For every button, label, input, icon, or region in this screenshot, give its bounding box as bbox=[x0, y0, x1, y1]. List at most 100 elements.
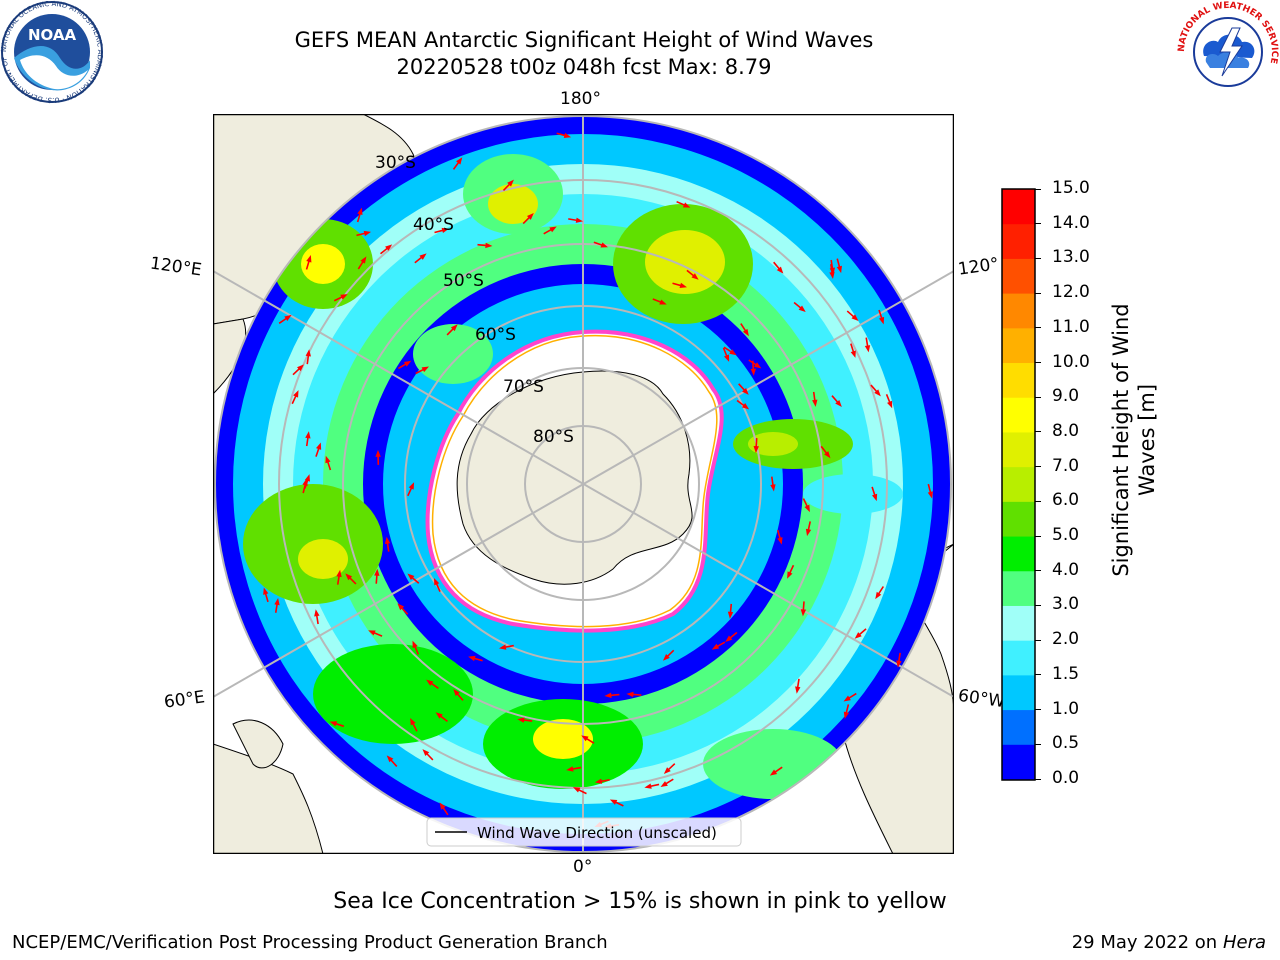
wave-direction-arrowhead bbox=[345, 573, 353, 581]
wave-direction-arrowhead bbox=[316, 442, 322, 450]
land-africa bbox=[213, 743, 324, 854]
wave-direction-arrowhead bbox=[770, 484, 776, 492]
colorbar-tick-label: 13.0 bbox=[1052, 247, 1090, 268]
wave-direction-arrowhead bbox=[375, 449, 381, 457]
wave-direction-arrowhead bbox=[800, 609, 807, 617]
colorbar-swatch bbox=[1002, 640, 1035, 676]
colorbar-tick-label: 5.0 bbox=[1052, 525, 1080, 546]
wave-direction-arrowhead bbox=[499, 644, 507, 650]
wave-direction-arrowhead bbox=[824, 451, 831, 459]
colorbar-swatch bbox=[1002, 223, 1035, 259]
colorbar-tick-label: 1.0 bbox=[1052, 698, 1080, 719]
colorbar-tick bbox=[1035, 188, 1041, 190]
colorbar-tick bbox=[1035, 223, 1041, 225]
colorbar-tick bbox=[1035, 500, 1041, 502]
colorbar-tick-label: 7.0 bbox=[1052, 455, 1080, 476]
wave-direction-arrowhead bbox=[385, 244, 393, 251]
colorbar-swatch bbox=[1002, 258, 1035, 294]
storm-patch bbox=[313, 644, 473, 744]
wave-direction-arrowhead bbox=[727, 611, 734, 619]
wave-direction-arrowhead bbox=[604, 692, 612, 698]
wave-direction-arrowhead bbox=[408, 482, 415, 490]
wave-direction-arrowhead bbox=[293, 390, 299, 398]
wave-direction-arrowhead bbox=[305, 349, 311, 357]
wave-direction-arrowhead bbox=[835, 400, 842, 408]
colorbar-tick-label: 4.0 bbox=[1052, 559, 1080, 580]
wave-direction-arrowhead bbox=[422, 749, 430, 756]
wave-direction-arrowhead bbox=[468, 655, 476, 662]
wave-direction-arrowhead bbox=[754, 362, 762, 369]
wave-direction-arrowhead bbox=[798, 305, 806, 312]
colorbar bbox=[1001, 188, 1036, 781]
wave-direction-arrowhead bbox=[725, 635, 733, 642]
colorbar-swatch bbox=[1002, 709, 1035, 745]
lon-label-left-upper: 120°E bbox=[148, 253, 203, 281]
wave-direction-arrowhead bbox=[421, 366, 430, 373]
wave-direction-arrowhead bbox=[795, 686, 801, 694]
wave-direction-arrowhead bbox=[864, 345, 871, 353]
wave-direction-arrowhead bbox=[663, 767, 671, 774]
wave-direction-arrowhead bbox=[485, 242, 493, 249]
wave-direction-arrowhead bbox=[517, 717, 525, 723]
lon-label-bottom: 0° bbox=[573, 857, 593, 877]
lat-label: 50°S bbox=[443, 271, 484, 291]
wave-direction-arrowhead bbox=[711, 643, 720, 650]
wave-direction-arrowhead bbox=[433, 577, 440, 586]
wave-direction-arrowhead bbox=[660, 781, 668, 788]
wave-direction-arrowhead bbox=[439, 802, 446, 810]
wave-direction-arrowhead bbox=[662, 653, 670, 661]
wave-direction-arrowhead bbox=[410, 717, 416, 726]
map-panel: 30°S 40°S 50°S 60°S 70°S 80°S Wind Wave … bbox=[212, 113, 955, 855]
wave-direction-arrowhead bbox=[927, 491, 933, 499]
wave-direction-arrowhead bbox=[314, 609, 320, 617]
colorbar-tick-label: 6.0 bbox=[1052, 490, 1080, 511]
wave-direction-arrowhead bbox=[804, 504, 810, 513]
wave-direction-arrowhead bbox=[325, 455, 331, 464]
wave-direction-arrowhead bbox=[742, 387, 749, 395]
sea-ice-caption: Sea Ice Concentration > 15% is shown in … bbox=[333, 889, 947, 914]
wave-direction-arrowhead bbox=[581, 735, 589, 742]
lon-label-top: 180° bbox=[560, 89, 601, 109]
wave-direction-arrowhead bbox=[263, 587, 269, 595]
wave-direction-arrowhead bbox=[691, 273, 699, 280]
colorbar-tick bbox=[1035, 535, 1041, 537]
wave-direction-arrowhead bbox=[450, 324, 458, 332]
colorbar-tick bbox=[1035, 570, 1041, 572]
wave-direction-arrowhead bbox=[296, 364, 304, 372]
wave-direction-arrowhead bbox=[729, 349, 737, 356]
wave-direction-arrowhead bbox=[851, 314, 859, 321]
calm-patch bbox=[803, 474, 903, 514]
wave-direction-arrowhead bbox=[724, 354, 730, 362]
land-antarctica bbox=[456, 370, 693, 585]
colorbar-swatch bbox=[1002, 293, 1035, 329]
wave-direction-arrowhead bbox=[357, 207, 363, 216]
sea-ice-edge bbox=[431, 334, 718, 628]
latitude-labels: 30°S 40°S 50°S 60°S 70°S 80°S bbox=[375, 153, 574, 447]
wave-direction-arrowhead bbox=[812, 399, 818, 407]
machine-name: Hera bbox=[1222, 932, 1266, 953]
colorbar-swatch bbox=[1002, 674, 1035, 711]
wave-direction-arrowhead bbox=[419, 253, 427, 260]
colorbar-swatch bbox=[1002, 536, 1035, 572]
colorbar-tick bbox=[1035, 778, 1041, 780]
colorbar-tick-label: 11.0 bbox=[1052, 316, 1090, 337]
date-text: 29 May 2022 on bbox=[1071, 932, 1218, 953]
wave-direction-arrowhead bbox=[397, 603, 405, 611]
colorbar-tick-label: 2.0 bbox=[1052, 629, 1080, 650]
colorbar-tick-label: 0.5 bbox=[1052, 733, 1080, 754]
lon-label-right-upper: 120° bbox=[956, 254, 1001, 280]
colorbar-tick-label: 0.0 bbox=[1052, 768, 1080, 788]
colorbar-tick-label: 1.5 bbox=[1052, 663, 1080, 684]
colorbar-tick bbox=[1035, 362, 1041, 364]
wave-direction-arrowhead bbox=[407, 573, 415, 581]
colorbar-tick bbox=[1035, 431, 1041, 433]
wave-direction-arrowhead bbox=[600, 242, 608, 248]
wave-direction-arrowhead bbox=[441, 227, 450, 234]
wave-direction-arrowhead bbox=[741, 403, 750, 410]
wave-direction-arrowhead bbox=[412, 640, 418, 649]
wave-direction-arrowhead bbox=[682, 202, 691, 208]
wave-direction-arrowhead bbox=[750, 368, 756, 376]
wave-direction-arrowhead bbox=[850, 350, 856, 358]
noaa-logo-text: NOAA bbox=[28, 26, 77, 44]
colorbar-swatch bbox=[1002, 570, 1035, 606]
